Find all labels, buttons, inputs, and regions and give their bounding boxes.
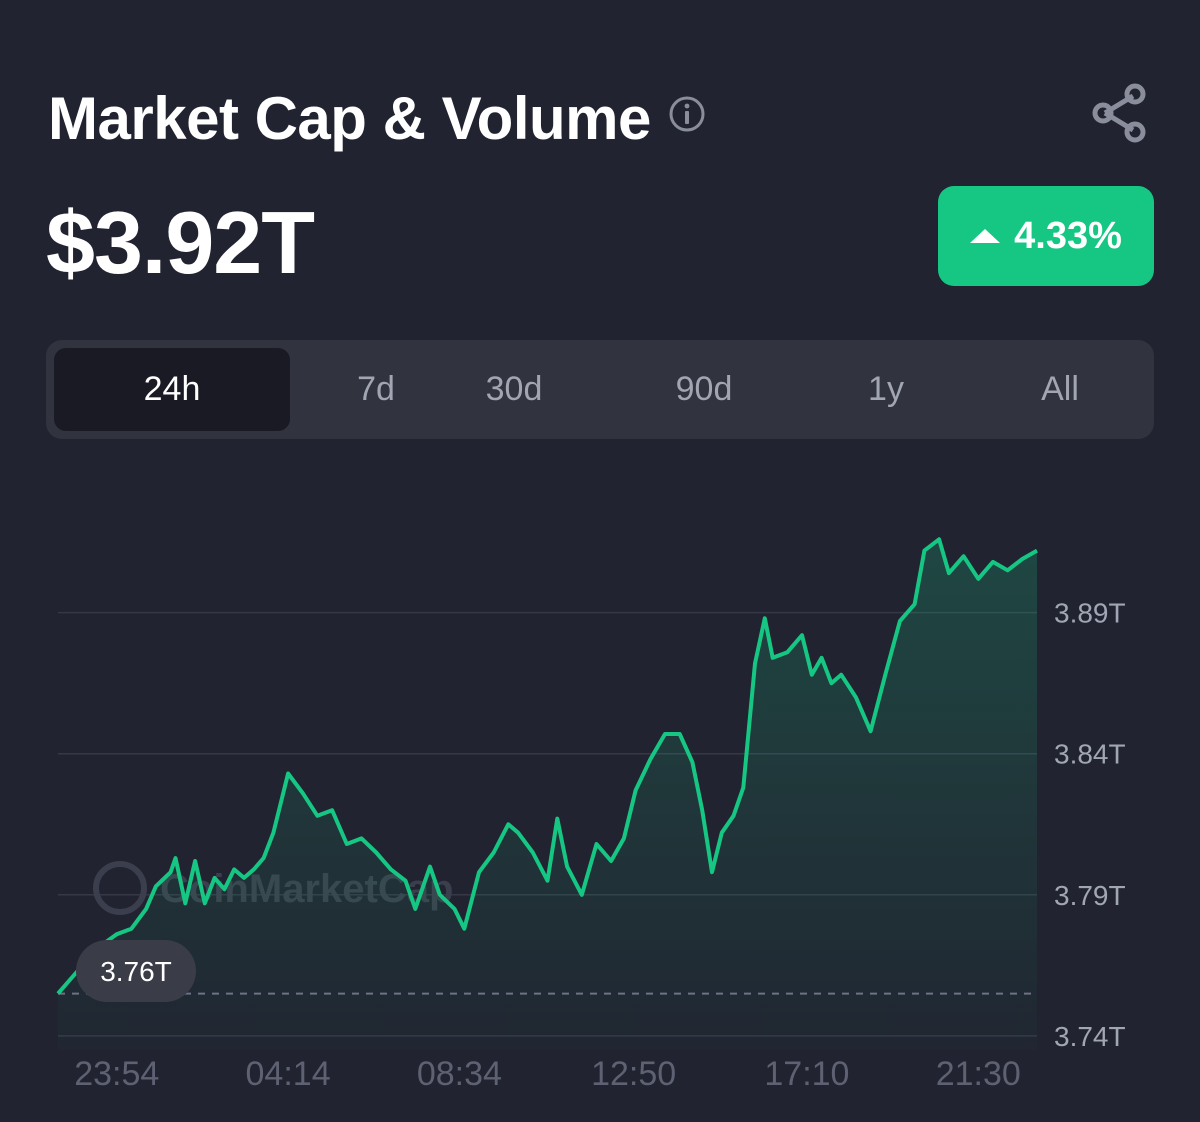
x-tick-label: 17:10 bbox=[764, 1055, 849, 1093]
triangle-up-icon bbox=[970, 229, 1001, 243]
change-badge: 4.33% bbox=[938, 186, 1154, 286]
tab-1y[interactable]: 1y bbox=[868, 370, 904, 408]
y-tick-label: 3.89T bbox=[1054, 598, 1126, 629]
x-tick-label: 04:14 bbox=[246, 1055, 331, 1093]
tab-30d[interactable]: 30d bbox=[485, 370, 543, 408]
x-tick-label: 23:54 bbox=[74, 1055, 159, 1093]
area-fill bbox=[58, 539, 1037, 1050]
market-cap-chart: CoinMarketCap 3.89T3.84T3.79T3.74T23:540… bbox=[56, 537, 1126, 1093]
time-range-tabs: 24h 7d 30d 90d 1y All bbox=[46, 340, 1154, 439]
coinmarketcap-logo-icon bbox=[93, 861, 147, 915]
y-tick-label: 3.74T bbox=[1054, 1021, 1126, 1052]
page-title: Market Cap & Volume bbox=[48, 85, 651, 152]
x-tick-label: 12:50 bbox=[591, 1055, 676, 1093]
x-tick-label: 08:34 bbox=[417, 1055, 502, 1093]
y-tick-label: 3.79T bbox=[1054, 880, 1126, 911]
baseline-label: 3.76T bbox=[100, 956, 172, 987]
market-cap-value: $3.92T bbox=[46, 193, 315, 292]
change-percent: 4.33% bbox=[1014, 214, 1122, 257]
tab-all[interactable]: All bbox=[1041, 370, 1079, 408]
y-tick-label: 3.84T bbox=[1054, 739, 1126, 770]
x-tick-label: 21:30 bbox=[936, 1055, 1021, 1093]
share-icon[interactable] bbox=[1090, 82, 1150, 144]
tab-7d[interactable]: 7d bbox=[357, 370, 395, 408]
series-line bbox=[56, 537, 1038, 995]
info-icon[interactable] bbox=[668, 95, 706, 133]
tab-90d[interactable]: 90d bbox=[675, 370, 733, 408]
baseline-badge: 3.76T bbox=[76, 940, 196, 1002]
tab-24h[interactable]: 24h bbox=[54, 348, 290, 431]
